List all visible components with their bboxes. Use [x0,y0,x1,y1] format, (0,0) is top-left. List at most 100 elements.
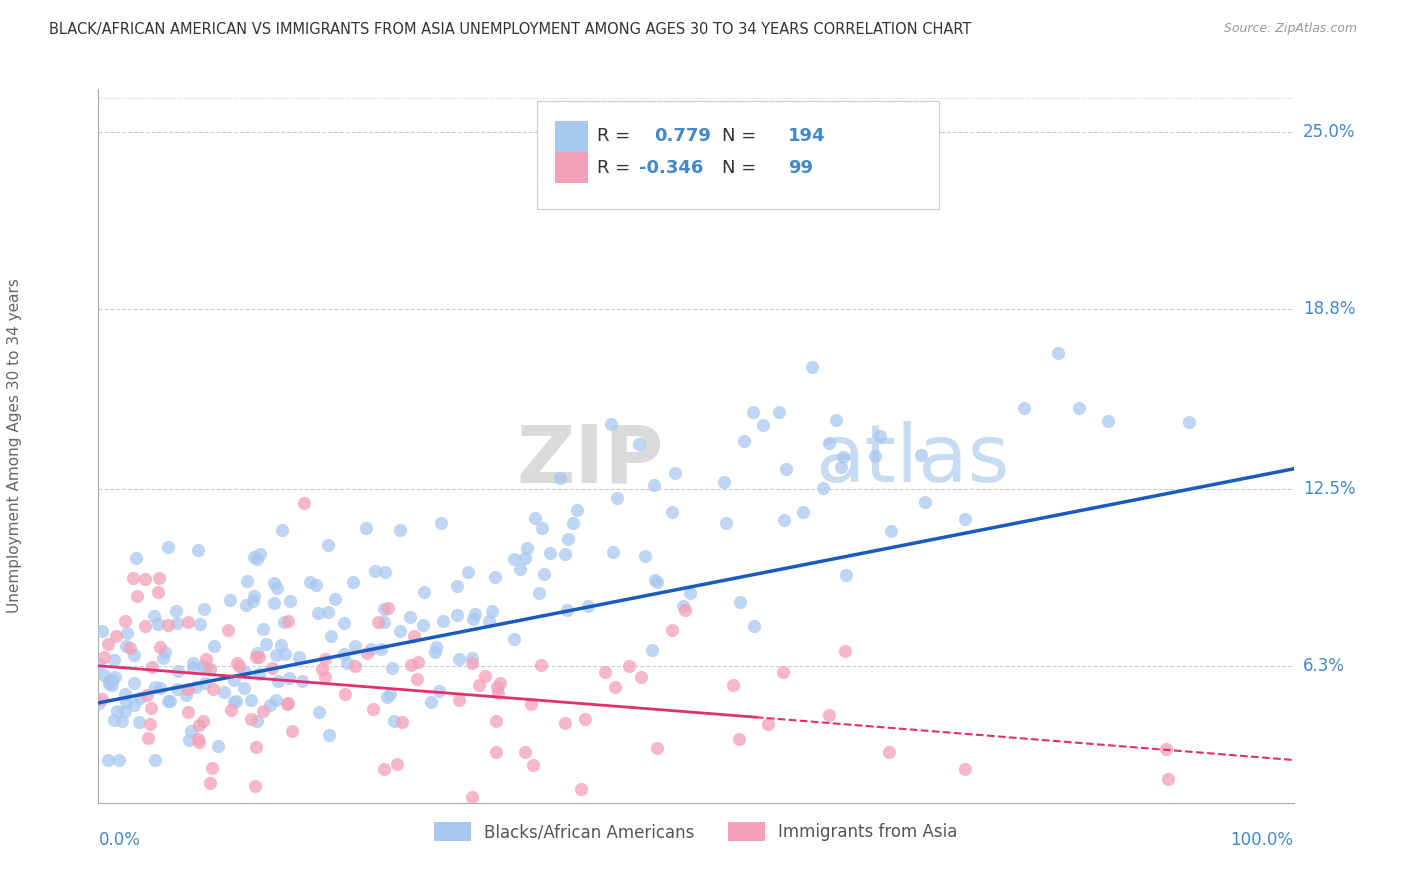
Point [530,657,553,672]
Point [447,693,470,707]
Point [114,704,136,718]
Point [247,667,270,681]
Point [630,670,652,684]
Point [128,690,150,705]
Point [408,655,430,669]
Point [188,616,211,631]
Point [181,661,204,675]
Point [377,601,399,615]
Point [617,659,640,673]
Point [502,632,524,646]
Point [240,713,263,727]
Point [271,523,294,537]
Point [122,676,145,690]
Point [880,524,903,538]
Text: R =: R = [596,159,636,177]
Point [389,523,412,537]
Point [276,697,298,711]
Point [367,615,389,629]
Point [187,735,209,749]
Point [557,533,579,547]
Point [179,733,201,747]
Point [1157,772,1180,786]
Point [194,676,217,690]
Point [260,661,283,675]
Text: -0.346: -0.346 [638,159,703,177]
Point [278,594,301,608]
Point [166,682,188,697]
Point [152,651,174,665]
Point [202,682,225,697]
Point [114,687,136,701]
Point [834,644,856,658]
Point [245,739,267,754]
Point [569,781,592,796]
Point [93,668,115,682]
Point [93,650,115,665]
Point [953,512,976,526]
Point [292,496,315,510]
Point [122,571,145,585]
Point [184,681,207,695]
Point [432,615,454,629]
Point [430,516,453,530]
Point [955,762,977,776]
Point [217,624,239,638]
Point [457,565,479,579]
Point [342,574,364,589]
Point [91,624,114,638]
Point [817,436,839,450]
Point [423,645,446,659]
Point [533,567,555,582]
Point [830,460,852,475]
Point [118,640,141,655]
Text: ZIP: ZIP [517,421,664,500]
Point [370,642,392,657]
Point [600,417,623,432]
Point [267,673,290,688]
Point [183,656,205,670]
Text: 0.0%: 0.0% [98,831,141,849]
Point [198,776,221,790]
Point [388,624,411,639]
Point [224,673,246,687]
Point [202,640,225,654]
Point [148,585,170,599]
Point [343,659,366,673]
Point [148,681,170,696]
Point [143,680,166,694]
Point [143,609,166,624]
Text: 12.5%: 12.5% [1303,480,1355,498]
Point [125,589,148,603]
Point [89,696,111,710]
Point [254,637,277,651]
Point [772,513,794,527]
Point [264,648,287,662]
Point [768,405,790,419]
Point [679,586,702,600]
Point [412,617,434,632]
Point [98,677,121,691]
Point [128,714,150,729]
Point [373,615,395,629]
Point [489,676,512,690]
Point [602,545,624,559]
Point [811,481,834,495]
Point [877,745,900,759]
Point [835,567,858,582]
Point [516,541,538,556]
Point [817,708,839,723]
Text: 100.0%: 100.0% [1230,831,1294,849]
Point [115,626,138,640]
Point [291,674,314,689]
Point [461,789,484,804]
Point [263,596,285,610]
Point [481,604,503,618]
Point [176,615,198,630]
Point [713,475,735,489]
Point [177,682,200,697]
Text: BLACK/AFRICAN AMERICAN VS IMMIGRANTS FROM ASIA UNEMPLOYMENT AMONG AGES 30 TO 34 : BLACK/AFRICAN AMERICAN VS IMMIGRANTS FRO… [49,22,972,37]
Point [382,714,405,729]
Point [103,653,125,667]
Point [219,703,242,717]
